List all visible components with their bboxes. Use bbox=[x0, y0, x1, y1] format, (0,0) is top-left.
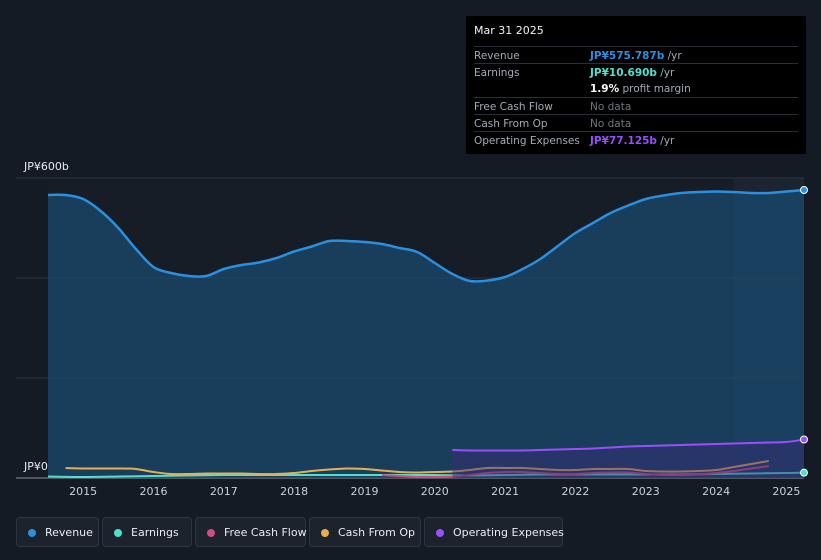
y-axis-top-label: JP¥600b bbox=[23, 160, 69, 173]
legend-item-earnings[interactable]: Earnings bbox=[102, 517, 192, 547]
x-tick-label: 2015 bbox=[69, 485, 97, 498]
tooltip-row-value: JP¥10.690b /yr bbox=[590, 67, 674, 79]
y-axis-bottom-label: JP¥0 bbox=[23, 460, 48, 473]
tooltip-panel: Mar 31 2025 Revenue JP¥575.787b /yr Earnin… bbox=[466, 16, 806, 154]
free-cash-flow-line bbox=[381, 465, 769, 479]
legend-item-operating-expenses[interactable]: Operating Expenses bbox=[424, 517, 564, 547]
tooltip-row: Cash From Op No data bbox=[474, 114, 798, 132]
earnings-end-marker bbox=[800, 468, 808, 477]
tooltip-row-value: No data bbox=[590, 118, 631, 130]
tooltip-row-value: No data bbox=[590, 101, 631, 113]
tooltip-row: Free Cash Flow No data bbox=[474, 97, 798, 115]
tooltip-value-unit: /yr bbox=[656, 135, 675, 147]
revenue-area bbox=[48, 190, 804, 478]
x-tick-label: 2018 bbox=[280, 485, 308, 498]
legend-label: Earnings bbox=[131, 526, 179, 539]
tooltip-row: Earnings JP¥10.690b /yr bbox=[474, 63, 798, 81]
x-tick-label: 2016 bbox=[139, 485, 167, 498]
x-tick-label: 2020 bbox=[421, 485, 449, 498]
tooltip-row-label: Operating Expenses bbox=[474, 135, 580, 147]
legend-item-revenue[interactable]: Revenue bbox=[16, 517, 99, 547]
tooltip-row-label: Earnings bbox=[474, 67, 520, 79]
x-tick-label: 2025 bbox=[772, 485, 800, 498]
tooltip-row: Operating Expenses JP¥77.125b /yr bbox=[474, 131, 798, 149]
revenue-end-marker bbox=[800, 186, 808, 194]
tooltip-row-value: JP¥575.787b /yr bbox=[590, 50, 682, 62]
tooltip-row: Revenue JP¥575.787b /yr bbox=[474, 46, 798, 64]
operating-expenses-area bbox=[452, 439, 804, 478]
legend-dot bbox=[28, 529, 36, 537]
tooltip-row-label: Cash From Op bbox=[474, 118, 548, 130]
x-tick-label: 2021 bbox=[491, 485, 519, 498]
legend-dot bbox=[436, 529, 444, 537]
tooltip-row-value: 1.9% profit margin bbox=[590, 83, 691, 95]
tooltip-row-label: Free Cash Flow bbox=[474, 101, 553, 113]
tooltip-value-text: JP¥575.787b bbox=[590, 50, 665, 62]
tooltip-value-text: No data bbox=[590, 101, 632, 113]
legend-item-cash-from-op[interactable]: Cash From Op bbox=[309, 517, 421, 547]
tooltip-value-text: 1.9% bbox=[590, 83, 620, 95]
tooltip-value-text: JP¥77.125b bbox=[590, 135, 657, 147]
tooltip-date: Mar 31 2025 bbox=[474, 24, 544, 37]
tooltip-row-value: JP¥77.125b /yr bbox=[590, 135, 674, 147]
x-tick-label: 2023 bbox=[632, 485, 660, 498]
legend-item-free-cash-flow[interactable]: Free Cash Flow bbox=[195, 517, 307, 547]
revenue-line bbox=[47, 188, 805, 283]
x-tick-label: 2024 bbox=[702, 485, 730, 498]
operating-expenses-line bbox=[452, 438, 805, 452]
legend-label: Operating Expenses bbox=[453, 526, 564, 539]
legend-dot bbox=[114, 529, 122, 537]
x-tick-label: 2022 bbox=[561, 485, 589, 498]
tooltip-row-label: Revenue bbox=[474, 50, 520, 62]
legend-dot bbox=[321, 529, 329, 537]
tooltip-value-text: No data bbox=[590, 118, 632, 130]
cash-from-op-line bbox=[65, 460, 769, 476]
operating-expenses-end-marker bbox=[800, 435, 808, 444]
legend-label: Revenue bbox=[45, 526, 93, 539]
legend-label: Cash From Op bbox=[338, 526, 416, 539]
x-tick-label: 2019 bbox=[350, 485, 378, 498]
tooltip-row: 1.9% profit margin bbox=[474, 80, 798, 97]
tooltip-value-text: JP¥10.690b bbox=[590, 67, 657, 79]
legend-label: Free Cash Flow bbox=[224, 526, 307, 539]
tooltip-value-unit: profit margin bbox=[619, 83, 691, 95]
legend-dot bbox=[207, 529, 215, 537]
tooltip-value-unit: /yr bbox=[656, 67, 675, 79]
tooltip-value-unit: /yr bbox=[664, 50, 682, 62]
x-tick-label: 2017 bbox=[210, 485, 238, 498]
